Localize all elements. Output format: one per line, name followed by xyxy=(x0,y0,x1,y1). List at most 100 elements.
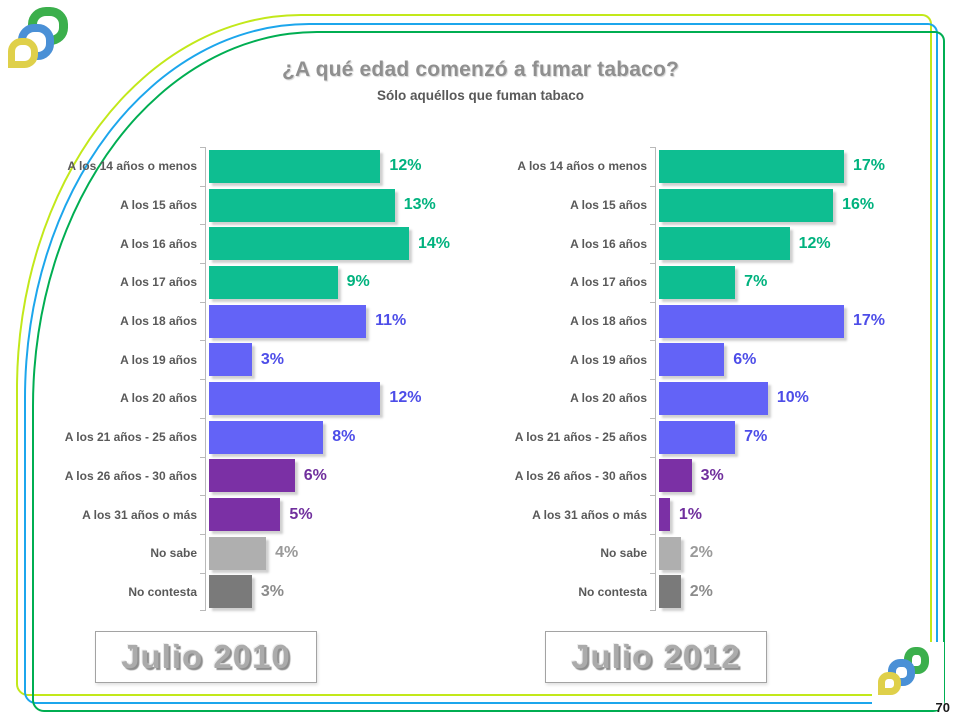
category-label: A los 18 años xyxy=(570,314,647,329)
bar xyxy=(209,575,252,609)
bar xyxy=(209,227,409,261)
bar xyxy=(659,304,844,338)
value-label: 3% xyxy=(700,466,724,484)
chart-rows: A los 14 años o menos 17% A los 15 años 16%… xyxy=(497,147,905,612)
bar xyxy=(659,498,670,532)
category-label: A los 21 años - 25 años xyxy=(64,430,197,445)
page-number: 70 xyxy=(935,700,950,715)
bar-track: 3% xyxy=(650,456,905,496)
value-label: 6% xyxy=(733,350,757,368)
bar xyxy=(209,459,295,493)
value-label: 5% xyxy=(289,505,313,523)
bar xyxy=(659,381,768,415)
bar-row: A los 16 años 12% xyxy=(497,224,905,264)
value-label: 3% xyxy=(260,350,284,368)
bar-track: 16% xyxy=(650,185,905,225)
slide-subtitle: Sólo aquéllos que fuman tabaco xyxy=(376,88,585,103)
bar-row: A los 14 años o menos 12% xyxy=(47,147,455,186)
value-label: 11% xyxy=(375,312,407,330)
bar-track: 3% xyxy=(200,572,455,612)
bar-track: 4% xyxy=(200,533,455,573)
category-label: A los 31 años o más xyxy=(532,507,647,522)
bar xyxy=(659,459,692,493)
category-label: A los 14 años o menos xyxy=(67,159,197,174)
bar-row: A los 20 años 12% xyxy=(47,379,455,418)
bar-track: 17% xyxy=(650,301,905,341)
category-label: A los 14 años o menos xyxy=(517,159,647,174)
bar-row: No sabe 2% xyxy=(497,533,905,573)
border-frame-blue xyxy=(24,23,938,704)
value-label: 13% xyxy=(403,196,436,214)
bar-row: A los 19 años 6% xyxy=(497,340,905,380)
bar xyxy=(659,420,736,454)
value-label: 1% xyxy=(678,505,702,523)
bar-row: A los 20 años 10% xyxy=(497,379,905,418)
bar-row: A los 16 años 14% xyxy=(47,224,455,264)
category-label: A los 15 años xyxy=(120,198,197,213)
bar-track: 12% xyxy=(200,379,455,418)
bar xyxy=(209,188,395,222)
bar-row: A los 21 años - 25 años 8% xyxy=(47,417,455,457)
period-label-2012: Julio 2012 xyxy=(571,638,741,675)
bar-row: A los 31 años o más 5% xyxy=(47,495,455,534)
chart-julio-2012: A los 14 años o menos 17% A los 15 años 16%… xyxy=(497,147,905,612)
bar-track: 9% xyxy=(200,263,455,302)
bar-row: A los 14 años o menos 17% xyxy=(497,147,905,186)
bar-row: A los 21 años - 25 años 7% xyxy=(497,417,905,457)
category-label: A los 16 años xyxy=(120,236,197,251)
bar-row: A los 15 años 16% xyxy=(497,185,905,225)
bar-row: A los 31 años o más 1% xyxy=(497,495,905,534)
value-label: 7% xyxy=(744,428,768,446)
value-label: 2% xyxy=(689,544,713,562)
bar-track: 6% xyxy=(200,456,455,496)
bar-track: 2% xyxy=(650,572,905,612)
value-label: 2% xyxy=(689,582,713,600)
bar-track: 5% xyxy=(200,495,455,534)
category-label: A los 20 años xyxy=(570,391,647,406)
value-label: 12% xyxy=(389,389,422,407)
bar-track: 7% xyxy=(650,263,905,302)
category-label: A los 21 años - 25 años xyxy=(514,430,647,445)
category-label: No sabe xyxy=(150,546,197,561)
bar-track: 8% xyxy=(200,417,455,457)
value-label: 3% xyxy=(260,582,284,600)
bar-row: A los 18 años 11% xyxy=(47,301,455,341)
bar-row: No contesta 3% xyxy=(47,572,455,612)
bar-track: 7% xyxy=(650,417,905,457)
category-label: A los 16 años xyxy=(570,236,647,251)
bar-row: A los 19 años 3% xyxy=(47,340,455,380)
value-label: 9% xyxy=(346,273,370,291)
bar xyxy=(659,343,725,377)
category-label: A los 18 años xyxy=(120,314,197,329)
category-label: A los 15 años xyxy=(570,198,647,213)
bar-row: A los 17 años 9% xyxy=(47,263,455,302)
bar xyxy=(209,536,267,570)
category-label: A los 31 años o más xyxy=(82,507,197,522)
category-label: A los 26 años - 30 años xyxy=(514,468,647,483)
bar xyxy=(209,343,252,377)
bar-track: 12% xyxy=(200,147,455,186)
bar xyxy=(209,265,338,299)
bar-track: 11% xyxy=(200,301,455,341)
bar xyxy=(659,188,834,222)
bar-track: 1% xyxy=(650,495,905,534)
bar-row: A los 17 años 7% xyxy=(497,263,905,302)
bar xyxy=(209,304,367,338)
brand-logo-icon xyxy=(6,4,106,104)
bar-row: A los 26 años - 30 años 6% xyxy=(47,456,455,496)
brand-logo-icon xyxy=(872,642,944,710)
bar-track: 12% xyxy=(650,224,905,264)
period-label-box-2012: Julio 2012 xyxy=(545,631,767,683)
category-label: A los 20 años xyxy=(120,391,197,406)
value-label: 17% xyxy=(853,157,886,175)
border-frame-yellow xyxy=(16,14,932,696)
logo-petal-yellow-icon xyxy=(8,38,38,68)
category-label: No sabe xyxy=(600,546,647,561)
category-label: No contesta xyxy=(578,584,647,599)
category-label: A los 26 años - 30 años xyxy=(64,468,197,483)
bar-row: A los 15 años 13% xyxy=(47,185,455,225)
value-label: 6% xyxy=(303,466,327,484)
period-label-2010: Julio 2010 xyxy=(121,638,291,675)
bar xyxy=(659,575,681,609)
